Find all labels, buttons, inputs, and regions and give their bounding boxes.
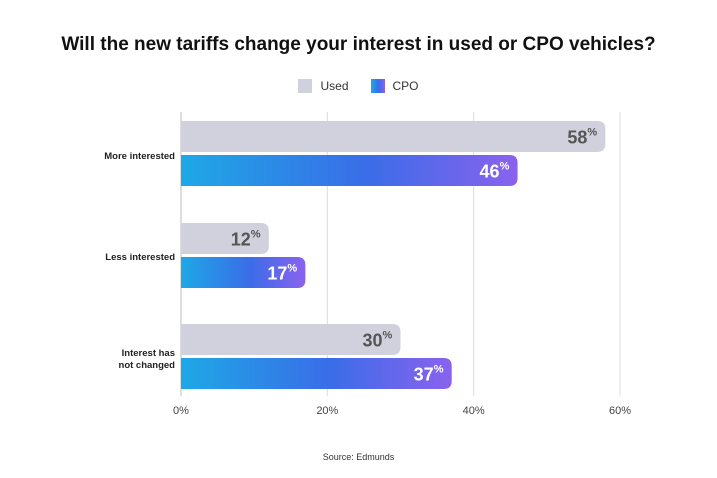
- bar-cpo-2: [181, 358, 452, 389]
- data-label-suffix: %: [383, 330, 393, 342]
- data-label: 30: [362, 331, 382, 351]
- bar-used-2: [181, 324, 401, 355]
- data-label-suffix: %: [500, 161, 510, 173]
- data-label-suffix: %: [251, 229, 261, 241]
- data-label: 17: [267, 264, 287, 284]
- bar-used-1: [181, 223, 269, 254]
- data-label: 37: [414, 365, 434, 385]
- data-label-suffix: %: [434, 364, 444, 376]
- bar-used-0: [181, 121, 606, 152]
- category-label: More interested: [104, 151, 175, 162]
- legend-item-cpo: CPO: [370, 79, 419, 93]
- legend-label-cpo: CPO: [392, 79, 419, 93]
- legend-swatch-cpo: [370, 79, 385, 93]
- bar-cpo-1: [181, 257, 306, 288]
- category-label: Less interested: [105, 252, 175, 263]
- chart-title: Will the new tariffs change your interes…: [61, 34, 656, 55]
- x-tick-label: 60%: [609, 405, 631, 417]
- data-label-suffix: %: [587, 127, 597, 139]
- category-label: Interest has: [122, 348, 175, 359]
- data-label: 46: [480, 162, 500, 182]
- data-label: 58: [567, 128, 587, 148]
- category-label: not changed: [119, 360, 176, 371]
- x-tick-label: 0%: [173, 405, 189, 417]
- legend: Used CPO: [0, 79, 717, 93]
- legend-swatch-used: [298, 79, 313, 93]
- data-label-suffix: %: [287, 263, 297, 275]
- legend-item-used: Used: [298, 79, 349, 93]
- legend-label-used: Used: [320, 79, 349, 93]
- source-note: Source: Edmunds: [322, 452, 395, 462]
- x-tick-label: 40%: [463, 405, 485, 417]
- bar-cpo-0: [181, 155, 518, 186]
- x-tick-label: 20%: [316, 405, 338, 417]
- data-label: 12: [231, 230, 251, 250]
